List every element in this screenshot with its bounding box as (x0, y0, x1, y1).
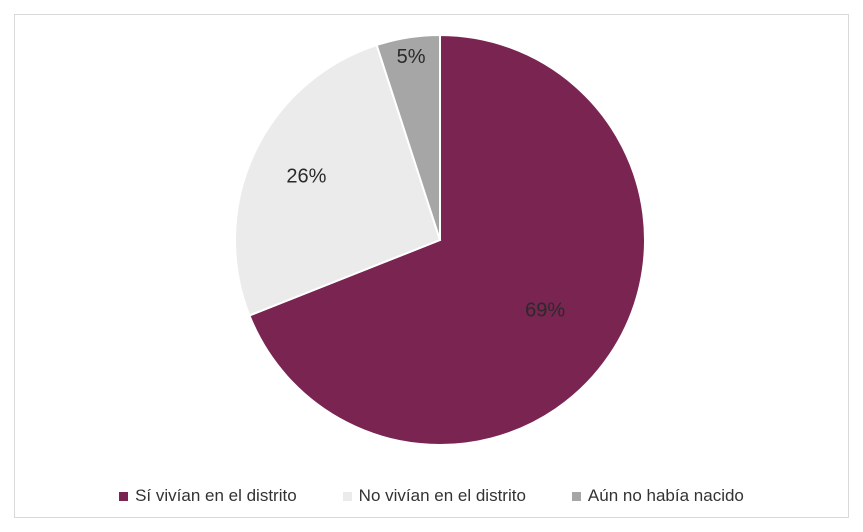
pie-label-si-vivian: 69% (525, 300, 565, 322)
legend-item-no-vivian: No vivían en el distrito (342, 486, 526, 506)
pie-slice-aun-no-nacido (375, 33, 441, 241)
legend-label-si-vivian: Sí vivían en el distrito (135, 486, 297, 505)
pie-slice-no-vivian (234, 43, 442, 317)
legend-swatch-no-vivian (342, 491, 352, 501)
legend-swatch-si-vivian (119, 491, 129, 501)
legend-label-aun-no-nacido: Aún no había nacido (587, 486, 744, 505)
legend: Sí vivían en el distrito No vivían en el… (0, 486, 863, 506)
legend-swatch-aun-no-nacido (571, 491, 581, 501)
pie-slice-si-vivian (248, 33, 646, 446)
pie-label-no-vivian: 26% (286, 165, 326, 187)
legend-item-aun-no-nacido: Aún no había nacido (571, 486, 744, 506)
pie-label-aun-no-nacido: 5% (397, 46, 426, 68)
legend-item-si-vivian: Sí vivían en el distrito (119, 486, 297, 506)
legend-label-no-vivian: No vivían en el distrito (358, 486, 526, 505)
